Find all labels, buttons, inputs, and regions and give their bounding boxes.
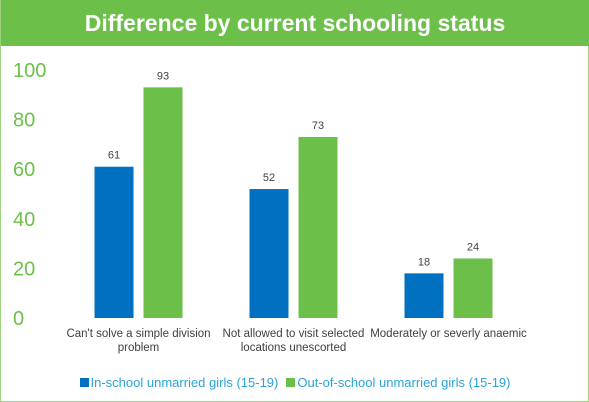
x-tick-label: problem bbox=[118, 342, 160, 354]
bar-area bbox=[94, 87, 493, 318]
y-axis: 0 20 40 60 80 100 bbox=[13, 60, 46, 330]
legend-swatch-in-school bbox=[79, 377, 89, 387]
legend-label-out-of-school: Out-of-school unmarried girls (15-19) bbox=[297, 374, 511, 390]
legend-item-in-school: In-school unmarried girls (15-19) bbox=[79, 374, 279, 390]
data-label: 24 bbox=[467, 241, 479, 253]
x-axis: Can't solve a simple division problem Not … bbox=[66, 328, 527, 354]
y-tick-label: 40 bbox=[13, 209, 35, 231]
x-tick-label: locations unescorted bbox=[241, 342, 346, 354]
bar bbox=[249, 189, 289, 318]
y-tick-label: 80 bbox=[13, 110, 35, 132]
x-tick-label: Moderately or severly anaemic bbox=[370, 328, 527, 340]
bar bbox=[94, 166, 134, 318]
x-tick-label: Can't solve a simple division bbox=[66, 328, 210, 340]
bar bbox=[298, 136, 338, 318]
chart-title: Difference by current schooling status bbox=[1, 0, 589, 46]
x-tick-label: Not allowed to visit selected bbox=[223, 328, 365, 340]
y-tick-label: 0 bbox=[13, 308, 24, 330]
legend-swatch-out-of-school bbox=[286, 377, 296, 387]
y-tick-label: 20 bbox=[13, 258, 35, 280]
bar bbox=[404, 273, 444, 318]
y-tick-label: 100 bbox=[13, 60, 46, 82]
data-label: 73 bbox=[312, 120, 324, 132]
bar bbox=[453, 258, 493, 318]
y-tick-label: 60 bbox=[13, 159, 35, 181]
legend: In-school unmarried girls (15-19) Out-of… bbox=[1, 372, 589, 392]
data-label: 93 bbox=[157, 70, 169, 82]
legend-label-in-school: In-school unmarried girls (15-19) bbox=[90, 374, 279, 390]
data-label: 18 bbox=[418, 256, 430, 268]
chart-plot: 0 20 40 60 80 100 61 93 52 73 18 24 Can't solve a … bbox=[13, 60, 527, 354]
data-labels: 61 93 52 73 18 24 bbox=[108, 70, 479, 268]
bar bbox=[143, 87, 183, 318]
legend-item-out-of-school: Out-of-school unmarried girls (15-19) bbox=[286, 374, 511, 390]
data-label: 61 bbox=[108, 150, 120, 162]
data-label: 52 bbox=[263, 172, 275, 184]
